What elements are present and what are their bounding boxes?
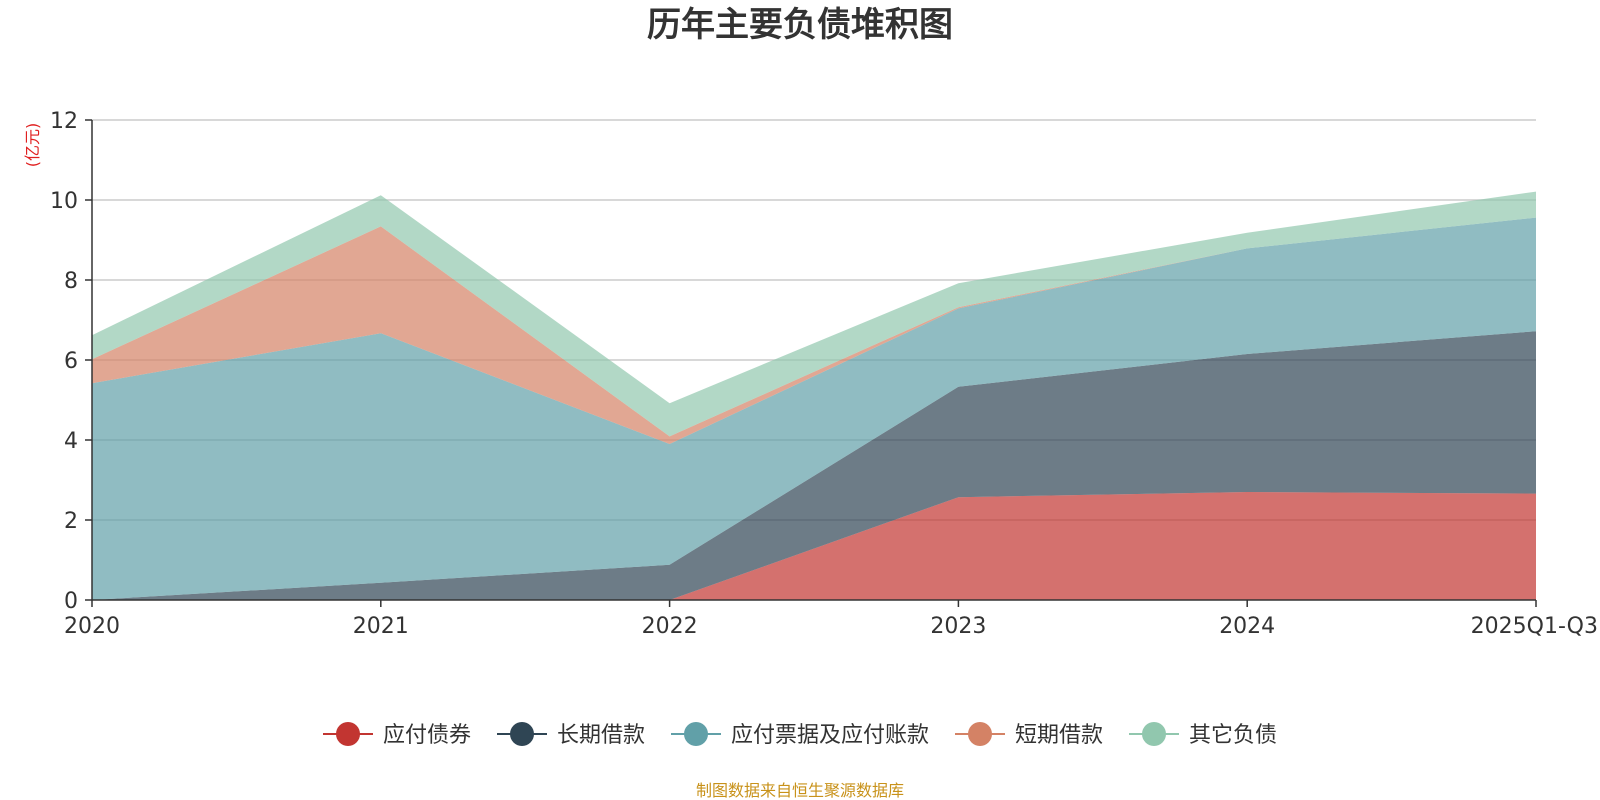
x-tick-label: 2022 — [642, 614, 698, 639]
area-series-1 — [92, 331, 1536, 600]
area-series-group — [92, 191, 1536, 600]
y-tick-label: 4 — [64, 429, 78, 454]
legend-label: 短期借款 — [1015, 723, 1103, 748]
legend-label: 应付票据及应付账款 — [731, 723, 929, 748]
y-tick-label: 8 — [64, 269, 78, 294]
legend-marker-icon — [968, 722, 992, 746]
legend-marker-icon — [510, 722, 534, 746]
legend-marker-icon — [1142, 722, 1166, 746]
y-tick-label: 6 — [64, 349, 78, 374]
chart-title: 历年主要负债堆积图 — [647, 5, 953, 45]
legend-label: 其它负债 — [1189, 723, 1277, 748]
area-series-2 — [92, 217, 1536, 600]
area-series-0 — [92, 492, 1536, 600]
x-tick-label: 2023 — [930, 614, 986, 639]
x-tick-label: 2025Q1-Q3 — [1471, 614, 1598, 639]
y-axis-unit-label: (亿元) — [23, 123, 42, 168]
area-series-4 — [92, 191, 1536, 437]
legend-item-2[interactable]: 应付票据及应付账款 — [671, 722, 929, 748]
x-tick-label: 2020 — [64, 614, 120, 639]
legend-item-4[interactable]: 其它负债 — [1129, 722, 1277, 748]
legend-item-0[interactable]: 应付债券 — [323, 722, 471, 748]
area-series-3 — [92, 217, 1536, 444]
y-tick-label: 2 — [64, 509, 78, 534]
legend-item-3[interactable]: 短期借款 — [955, 722, 1103, 748]
legend-marker-icon — [336, 722, 360, 746]
legend-label: 长期借款 — [557, 723, 645, 748]
legend-marker-icon — [684, 722, 708, 746]
data-source-note: 制图数据来自恒生聚源数据库 — [696, 781, 904, 800]
x-tick-label: 2024 — [1219, 614, 1275, 639]
legend-label: 应付债券 — [383, 723, 471, 748]
legend-item-1[interactable]: 长期借款 — [497, 722, 645, 748]
x-tick-label: 2021 — [353, 614, 409, 639]
axes: 0 2 4 6 8 10 12 2020 2021 2022 2023 2024 2025Q1-Q3 — [50, 109, 1598, 639]
y-tick-label: 12 — [50, 109, 78, 134]
y-tick-label: 10 — [50, 189, 78, 214]
y-tick-label: 0 — [64, 589, 78, 614]
legend[interactable]: 应付债券 长期借款 应付票据及应付账款 短期借款 其它负债 — [323, 722, 1277, 748]
